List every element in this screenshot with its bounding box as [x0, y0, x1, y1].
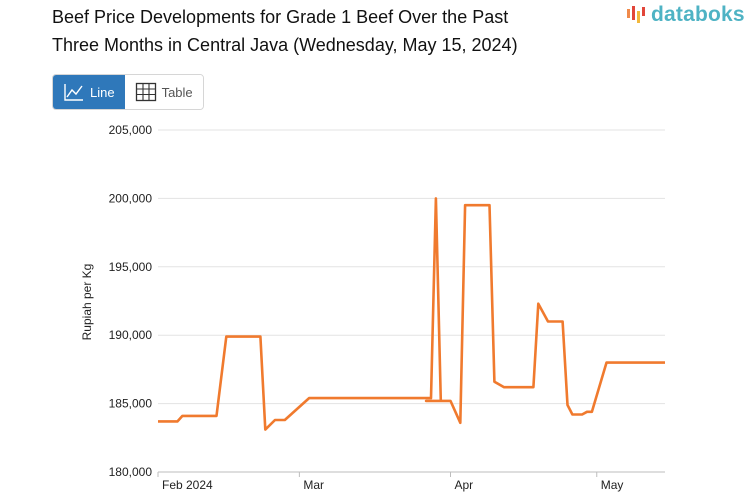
y-axis-label: Rupiah per Kg	[80, 264, 94, 341]
y-tick-label: 180,000	[109, 465, 153, 479]
y-tick-label: 185,000	[109, 397, 153, 411]
view-toggle: Line Table	[52, 74, 204, 110]
line-view-label: Line	[90, 84, 115, 100]
y-tick-label: 205,000	[109, 123, 153, 137]
y-tick-label: 190,000	[109, 328, 153, 342]
y-axis-ticks: 180,000 185,000 190,000 195,000 200,000 205,0…	[109, 123, 153, 479]
price-series-line	[158, 197, 665, 431]
x-tick-label: Feb 2024	[162, 478, 213, 492]
y-tick-label: 200,000	[109, 191, 153, 205]
x-tick-label: May	[601, 478, 624, 492]
gridlines	[158, 129, 665, 473]
chart-title-line-2: Three Months in Central Java (Wednesday,…	[52, 35, 518, 55]
x-axis-ticks: Feb 2024 Mar Apr May	[157, 472, 624, 492]
chart-title-line-1: Beef Price Developments for Grade 1 Beef…	[52, 7, 509, 27]
chart-title: Beef Price Developments for Grade 1 Beef…	[52, 3, 612, 59]
logo-bars-icon	[627, 6, 645, 23]
table-view-label: Table	[161, 84, 193, 100]
table-view-button[interactable]: Table	[124, 75, 203, 109]
y-tick-label: 195,000	[109, 260, 153, 274]
x-tick-label: Mar	[303, 478, 324, 492]
logo-text: databoks	[651, 3, 745, 26]
line-chart-icon	[64, 84, 83, 101]
x-tick-label: Apr	[455, 478, 474, 492]
table-grid-icon	[135, 82, 156, 102]
databoks-logo[interactable]: databoks	[626, 3, 745, 26]
line-view-button[interactable]: Line	[53, 75, 125, 109]
